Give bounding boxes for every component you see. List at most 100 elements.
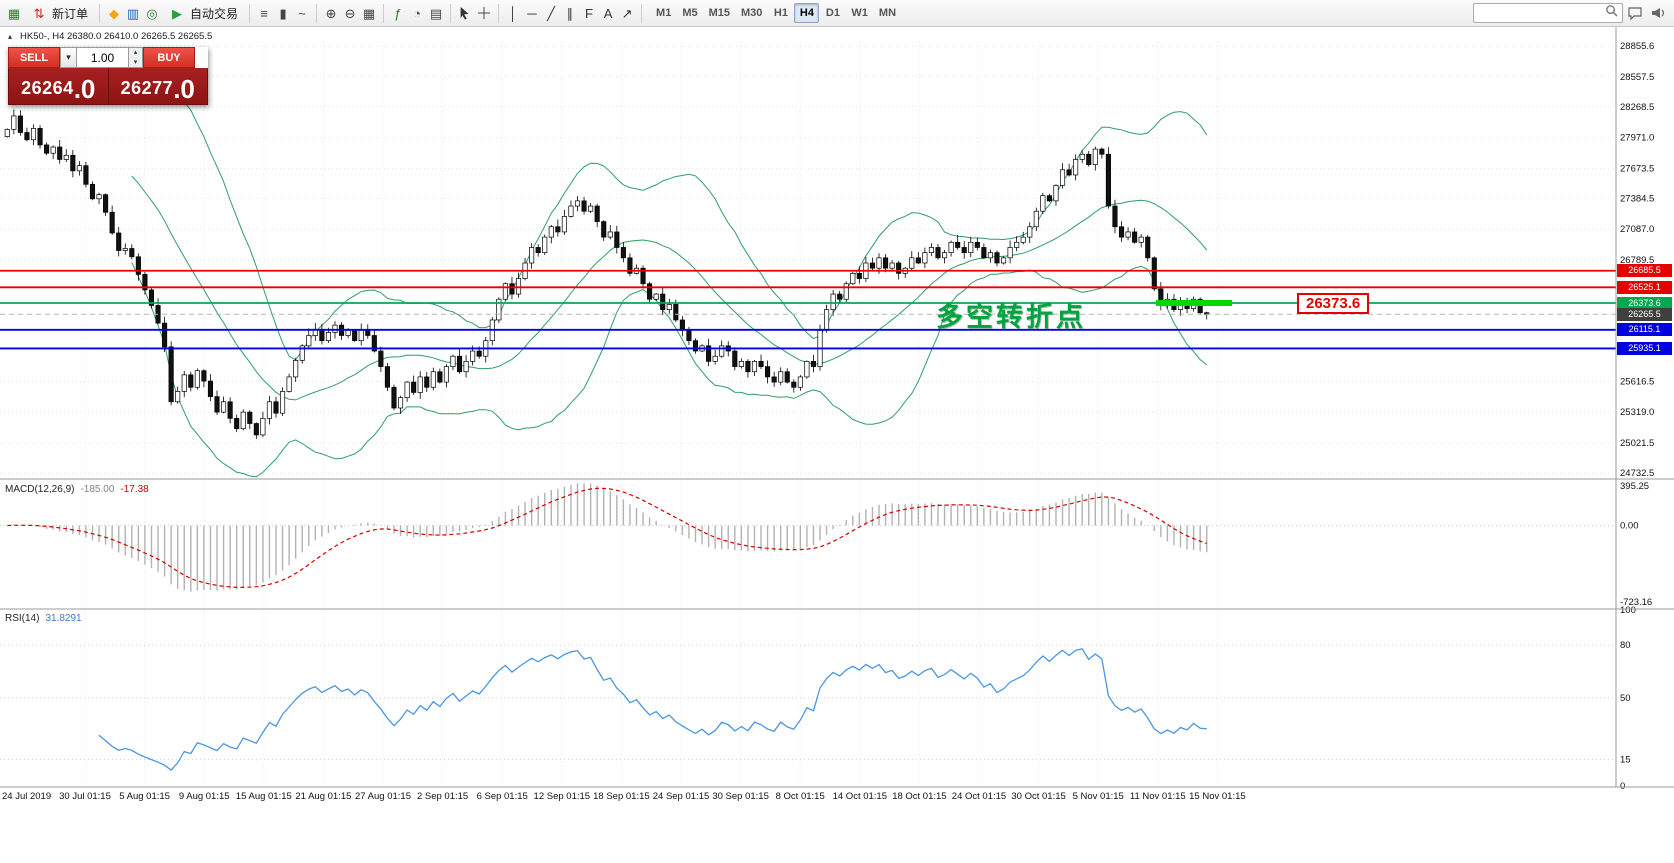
chat-icon[interactable] [1624, 3, 1646, 23]
timeframe-h1[interactable]: H1 [773, 7, 788, 19]
horizontal-line-tool-icon[interactable]: ─ [527, 5, 537, 21]
svg-text:27971.0: 27971.0 [1620, 133, 1654, 144]
new-order-icon: ⇅ [33, 5, 45, 21]
search-input[interactable] [1478, 7, 1602, 19]
svg-text:395.25: 395.25 [1620, 481, 1649, 492]
svg-text:21 Aug 01:15: 21 Aug 01:15 [295, 791, 351, 802]
toolbar-separator [383, 3, 385, 23]
bollinger-bands [131, 89, 1208, 478]
buy-price-frac: .0 [173, 74, 195, 104]
spin-down-icon[interactable]: ▾ [133, 58, 138, 66]
new-order-label: 新订单 [52, 6, 89, 21]
annotation-text[interactable]: 多空转折点 [936, 302, 1086, 332]
svg-text:15 Aug 01:15: 15 Aug 01:15 [236, 791, 292, 802]
collapse-icon[interactable]: ▴ [7, 31, 12, 41]
crosshair-icon[interactable] [475, 4, 493, 22]
timeframe-m30[interactable]: M30 [741, 7, 763, 19]
timeframe-mn[interactable]: MN [878, 7, 897, 19]
search-box [1473, 3, 1623, 23]
timeframe-w1[interactable]: W1 [851, 7, 868, 19]
candles-layer[interactable] [4, 109, 1210, 439]
svg-text:8 Oct 01:15: 8 Oct 01:15 [776, 791, 825, 802]
new-order-button[interactable]: ⇅ 新订单 [24, 2, 94, 24]
price-flag-label[interactable]: 26373.6 [1297, 293, 1370, 314]
auto-trading-button[interactable]: ▶ 自动交易 [162, 2, 244, 24]
text-tool-icon[interactable]: A [603, 5, 613, 21]
level-lines-layer[interactable] [0, 269, 1616, 350]
chart-canvas[interactable]: 28855.6 28557.5 28268.5 27971.0 27673.5 27384… [0, 27, 1674, 863]
sell-price[interactable]: 26264 .0 [9, 68, 109, 104]
svg-text:27673.5: 27673.5 [1620, 163, 1654, 174]
svg-text:30 Jul 01:15: 30 Jul 01:15 [59, 791, 111, 802]
svg-text:9 Aug 01:15: 9 Aug 01:15 [179, 791, 230, 802]
svg-text:25616.5: 25616.5 [1620, 376, 1654, 387]
axis-price-tag: 26373.6 [1617, 296, 1672, 310]
svg-text:14 Oct 01:15: 14 Oct 01:15 [833, 791, 887, 802]
svg-text:30 Sep 01:15: 30 Sep 01:15 [712, 791, 769, 802]
fibonacci-tool-icon[interactable]: F [585, 5, 593, 21]
volume-dropdown[interactable]: ▾ [60, 47, 77, 68]
buy-price[interactable]: 26277 .0 [109, 68, 208, 104]
broadcast-icon[interactable] [1647, 3, 1669, 23]
navigator-icon[interactable]: ◎ [146, 5, 158, 21]
arrows-tool-icon[interactable]: ↗ [621, 5, 633, 21]
bar-chart-icon[interactable]: ≡ [260, 5, 268, 21]
trendline-tool-icon[interactable]: ╱ [547, 5, 555, 21]
timeframe-m5[interactable]: M5 [682, 7, 698, 19]
spin-up-icon[interactable]: ▴ [133, 49, 138, 56]
main-toolbar: ▦ ⇅ 新订单 ◆ ▥ ◎ ▶ 自动交易 ≡ ▮ ~ ⊕ ⊖ ▦ ƒ ◔ ▤ │… [0, 0, 1674, 27]
rsi-layer [98, 648, 1207, 771]
volume-input[interactable] [77, 47, 129, 68]
cursor-icon[interactable] [456, 4, 474, 22]
line-chart-icon[interactable]: ~ [298, 5, 306, 21]
timeframe-h4[interactable]: H4 [794, 3, 820, 23]
macd-main-value: -185.00 [80, 484, 115, 495]
zoom-in-icon[interactable]: ⊕ [325, 5, 337, 21]
tile-windows-icon[interactable]: ▦ [362, 5, 376, 21]
sell-price-main: 26264 [21, 78, 74, 98]
zoom-out-icon[interactable]: ⊖ [344, 5, 356, 21]
auto-trading-icon: ▶ [172, 5, 183, 21]
svg-text:24 Sep 01:15: 24 Sep 01:15 [653, 791, 710, 802]
macd-signal-value: -17.38 [120, 484, 149, 495]
sell-price-frac: .0 [73, 74, 96, 104]
svg-text:100: 100 [1620, 605, 1636, 616]
grid-layer [0, 42, 1616, 786]
toolbar-separator [641, 3, 643, 23]
vertical-line-tool-icon[interactable]: │ [508, 5, 518, 21]
candlestick-chart-icon[interactable]: ▮ [279, 5, 287, 21]
svg-text:2 Sep 01:15: 2 Sep 01:15 [417, 791, 468, 802]
chart-title-bar: ▴ HK50-, H4 26380.0 26410.0 26265.5 2626… [5, 31, 212, 42]
search-icon[interactable] [1605, 4, 1618, 22]
timeframe-m1[interactable]: M1 [656, 7, 672, 19]
auto-trading-label: 自动交易 [190, 6, 239, 21]
periods-icon[interactable]: ◔ [413, 5, 421, 21]
rsi-label: RSI(14) 31.8291 [5, 613, 82, 624]
svg-text:26789.5: 26789.5 [1620, 255, 1654, 266]
toolbar-separator [249, 3, 251, 23]
timeframe-m15[interactable]: M15 [708, 7, 730, 19]
axis-price-tag: 26525.1 [1617, 280, 1672, 294]
channel-tool-icon[interactable]: ∥ [566, 5, 574, 21]
market-watch-icon[interactable]: ◆ [109, 5, 120, 21]
axis-price-tag: 26685.5 [1617, 264, 1672, 278]
svg-text:12 Sep 01:15: 12 Sep 01:15 [534, 791, 591, 802]
templates-icon[interactable]: ▤ [429, 5, 443, 21]
volume-spinner[interactable]: ▴ ▾ [129, 47, 143, 68]
toolbar-separator [316, 3, 318, 23]
timeframe-d1[interactable]: D1 [825, 7, 840, 19]
chart-window[interactable]: 28855.6 28557.5 28268.5 27971.0 27673.5 27384… [0, 27, 1674, 863]
axis-price-tag: 26265.5 [1617, 307, 1672, 321]
buy-button[interactable]: BUY [143, 47, 195, 68]
toolbar-separator [99, 3, 101, 23]
sell-button[interactable]: SELL [8, 47, 60, 68]
dropdown-icon: ▾ [66, 52, 71, 62]
svg-text:5 Aug 01:15: 5 Aug 01:15 [119, 791, 170, 802]
indicators-icon[interactable]: ƒ [394, 5, 402, 21]
axis-layer: 28855.6 28557.5 28268.5 27971.0 27673.5 27384… [0, 27, 1674, 802]
data-window-icon[interactable]: ▥ [126, 5, 140, 21]
rsi-value: 31.8291 [45, 613, 82, 624]
svg-text:27087.0: 27087.0 [1620, 224, 1654, 235]
svg-text:25319.0: 25319.0 [1620, 407, 1654, 418]
svg-text:24 Oct 01:15: 24 Oct 01:15 [952, 791, 1006, 802]
